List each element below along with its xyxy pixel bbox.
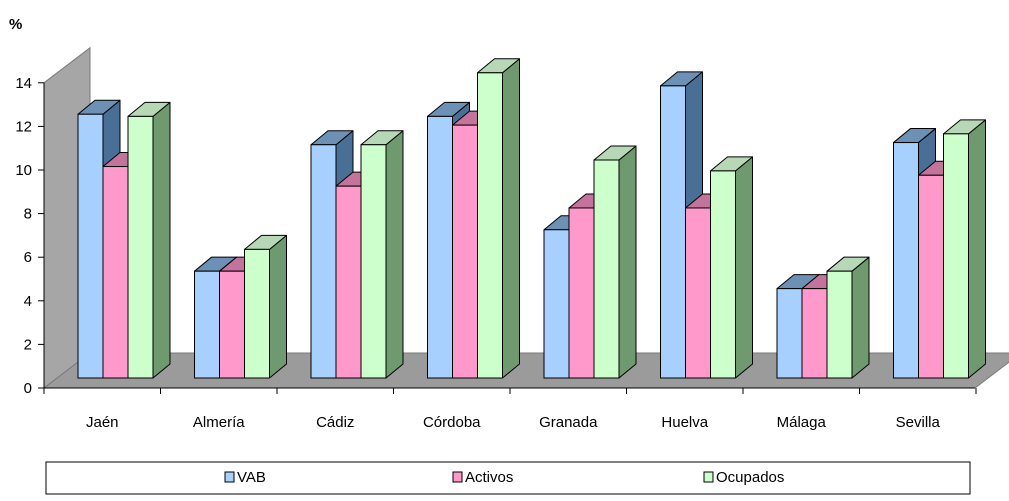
bar-group: [77, 58, 986, 379]
bar-front: [710, 170, 736, 379]
bar-front: [427, 115, 453, 379]
bar-side: [502, 58, 520, 379]
legend-swatch: [224, 471, 235, 483]
legend-label: Activos: [465, 469, 513, 486]
bar-front: [127, 115, 154, 379]
bar-front: [918, 174, 944, 379]
bar-ocupados-1: [244, 234, 287, 379]
bar-ocupados-0: [127, 101, 171, 379]
y-tick-label: 12: [15, 118, 32, 135]
axes: 0 2 4 6 8 10 12 14 Jaén Almería Cádiz Córdoba Granad…: [15, 75, 977, 431]
bar-ocupados-7: [943, 119, 986, 379]
bar-ocupados-2: [360, 130, 404, 379]
bar-ocupados-5: [710, 156, 753, 379]
bar-front: [943, 133, 969, 379]
bar-side: [735, 156, 753, 379]
y-tick-label: 14: [15, 75, 32, 92]
bar-front: [801, 288, 828, 379]
bar-front: [685, 207, 711, 379]
y-axis-label: %: [9, 16, 22, 33]
x-tick-label: Jaén: [86, 414, 119, 431]
bar-ocupados-3: [477, 58, 520, 379]
y-tick-label: 6: [24, 249, 32, 266]
bar-front: [893, 142, 919, 379]
y-tick-label: 10: [15, 162, 32, 179]
x-tick-label: Córdoba: [423, 414, 481, 431]
bar-side: [618, 145, 637, 379]
bar-front: [826, 270, 853, 379]
x-tick-label: Sevilla: [896, 414, 941, 431]
bar-side: [385, 130, 404, 379]
x-tick-label: Huelva: [661, 414, 708, 431]
bar-front: [335, 185, 362, 379]
bar-side: [269, 234, 287, 379]
bar-front: [452, 124, 478, 379]
y-tick-label: 8: [24, 206, 32, 223]
bar-front: [477, 72, 503, 379]
legend-swatch: [452, 471, 463, 483]
legend-label: Ocupados: [716, 469, 784, 486]
x-tick-label: Málaga: [777, 414, 827, 431]
bar-ocupados-4: [593, 145, 637, 379]
legend-swatch: [703, 471, 714, 483]
bar-front: [102, 166, 129, 379]
bar-front: [360, 144, 387, 379]
x-tick-label: Almería: [193, 414, 245, 431]
bar-front: [219, 270, 245, 379]
bar-front: [593, 159, 620, 379]
bar-ocupados-6: [826, 256, 870, 379]
bar-front: [244, 248, 270, 379]
bar-front: [310, 144, 337, 379]
bar-side: [152, 101, 171, 379]
bar-front: [776, 288, 803, 379]
bar-side: [968, 119, 986, 379]
y-tick-label: 4: [24, 293, 32, 310]
legend-box: [45, 461, 971, 495]
y-tick-label: 0: [24, 380, 32, 397]
legend: VAB Activos Ocupados: [45, 461, 971, 495]
y-tick-label: 2: [24, 336, 32, 353]
bar-front: [543, 229, 570, 379]
bar-front: [660, 85, 686, 379]
bar-side: [851, 256, 870, 379]
x-tick-label: Cádiz: [316, 414, 354, 431]
legend-label: VAB: [237, 469, 266, 486]
bar-front: [194, 270, 220, 379]
bar-front: [568, 207, 595, 379]
x-tick-label: Granada: [539, 414, 598, 431]
bar-front: [77, 113, 104, 379]
